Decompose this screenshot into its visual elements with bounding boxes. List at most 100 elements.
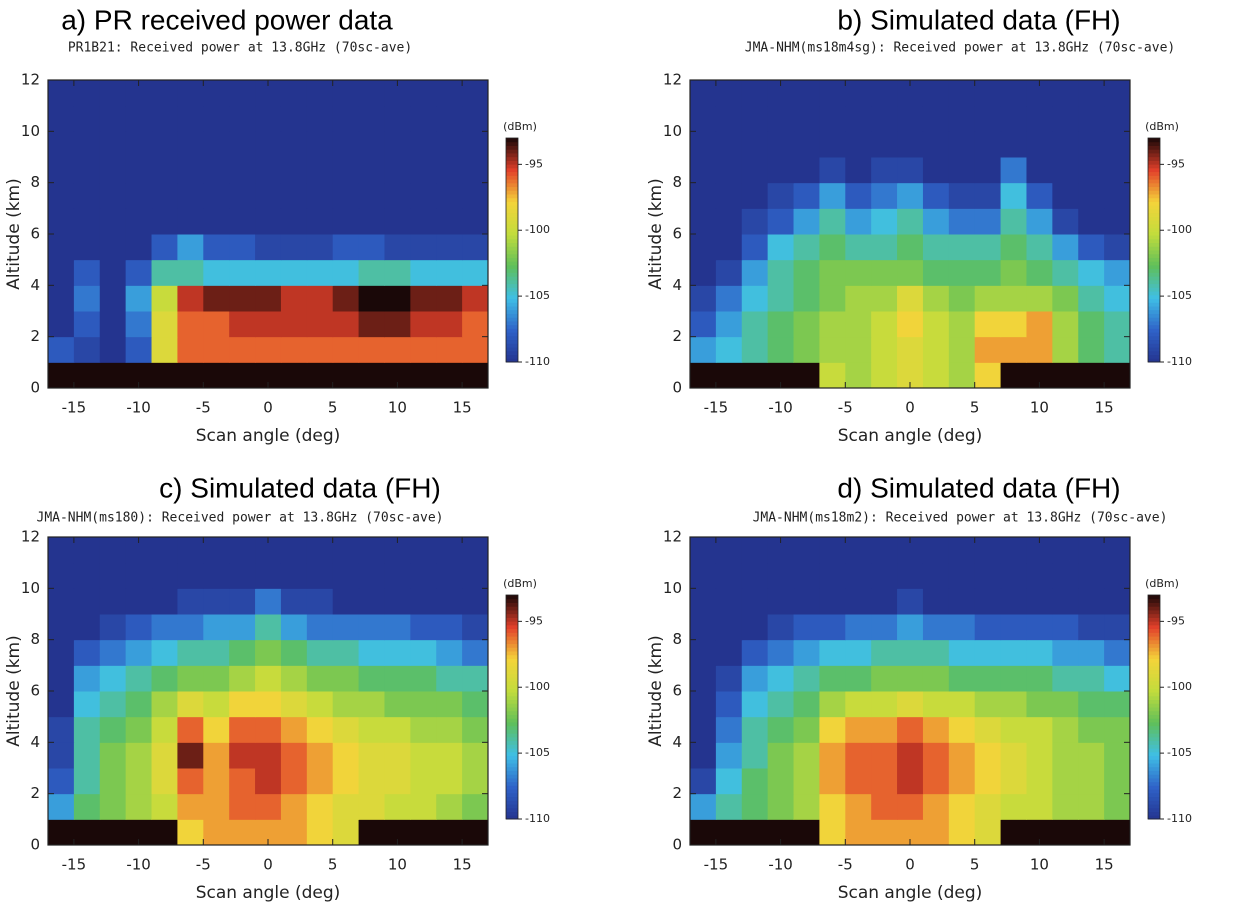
y-tick-label: 0 xyxy=(30,379,40,397)
colorbar-slice xyxy=(1148,264,1160,270)
heat-cell xyxy=(819,537,846,564)
heat-cell xyxy=(229,562,256,589)
heat-cell xyxy=(99,665,127,692)
heat-cell xyxy=(1078,665,1105,692)
heat-cell xyxy=(767,768,795,795)
heat-cell xyxy=(203,182,230,209)
heat-cell xyxy=(410,362,437,389)
heat-cell xyxy=(897,639,924,666)
heat-cell xyxy=(332,716,360,743)
heat-cell xyxy=(1104,665,1131,692)
heat-cell xyxy=(229,362,256,389)
y-axis-label: Altitude (km) xyxy=(646,635,666,747)
heat-cell xyxy=(715,259,743,286)
colorbar-slice xyxy=(1148,665,1160,671)
heat-cell xyxy=(715,819,743,846)
heat-cell xyxy=(48,234,75,261)
heat-cell xyxy=(436,588,463,615)
colorbar-frame xyxy=(505,594,519,820)
colorbar-slice xyxy=(1148,156,1160,161)
heat-cell xyxy=(1078,285,1105,312)
heat-cell xyxy=(1052,742,1079,769)
colorbar-slice xyxy=(1148,774,1160,779)
heat-cell xyxy=(871,639,898,666)
y-tick-label: 8 xyxy=(672,630,682,648)
colorbar-slice xyxy=(1148,227,1160,232)
y-tick-label: 12 xyxy=(663,528,682,546)
colorbar-slice xyxy=(1148,283,1160,288)
heat-cell xyxy=(1000,793,1027,820)
heat-cell xyxy=(690,562,717,589)
heat-cell xyxy=(358,691,385,718)
heat-cell xyxy=(715,793,743,820)
colorbar-slice xyxy=(1148,175,1160,180)
colorbar-slice xyxy=(1148,804,1160,809)
heat-cell xyxy=(1052,234,1079,261)
heat-cell xyxy=(741,665,769,692)
colorbar-slice xyxy=(1148,347,1160,352)
heat-cell xyxy=(819,259,846,286)
heat-cell xyxy=(767,614,795,641)
heat-cell xyxy=(384,793,411,820)
heat-cell xyxy=(177,285,204,312)
heat-cell xyxy=(229,614,256,641)
heat-cell xyxy=(1000,562,1027,589)
heat-cell xyxy=(332,362,360,389)
heat-cell xyxy=(948,105,976,132)
heat-cell xyxy=(255,665,282,692)
heat-cell xyxy=(1104,208,1131,235)
colorbar-slice xyxy=(1148,647,1160,652)
heat-cell xyxy=(177,588,204,615)
heat-cell xyxy=(151,819,178,846)
colorbar-slice xyxy=(506,335,518,341)
y-axis-label: Altitude (km) xyxy=(4,635,24,747)
y-tick-label: 6 xyxy=(30,225,40,243)
colorbar-frame xyxy=(505,137,519,363)
heat-cell xyxy=(332,208,360,235)
colorbar-slice xyxy=(506,707,518,712)
heat-cell xyxy=(715,716,743,743)
colorbar-slice xyxy=(506,781,518,786)
heat-cell xyxy=(1104,742,1131,769)
heat-cell xyxy=(151,716,178,743)
colorbar-slice xyxy=(1148,624,1160,630)
heat-cell xyxy=(410,80,437,107)
heat-cell xyxy=(229,665,256,692)
heat-cell xyxy=(462,742,489,769)
heat-cell xyxy=(255,208,282,235)
heat-cell xyxy=(384,665,411,692)
colorbar-slice xyxy=(506,602,518,607)
heat-cell xyxy=(332,588,360,615)
heat-cell xyxy=(410,665,437,692)
heat-cell xyxy=(436,819,463,846)
heat-cell xyxy=(690,105,717,132)
heat-cell xyxy=(151,537,178,564)
x-tick-label: 15 xyxy=(1095,399,1114,417)
heat-cell xyxy=(948,819,976,846)
heat-cell xyxy=(793,768,820,795)
colorbar-label: (dBm) xyxy=(503,120,537,133)
colorbar-tick-label: -100 xyxy=(525,680,550,693)
colorbar-slice xyxy=(1148,632,1160,637)
heat-cell xyxy=(255,614,282,641)
colorbar-tick-label: -110 xyxy=(1167,812,1192,825)
colorbar-slice xyxy=(506,320,518,326)
heat-cell xyxy=(229,691,256,718)
colorbar-slice xyxy=(506,662,518,667)
heat-cell xyxy=(280,234,308,261)
heat-cell xyxy=(384,131,411,158)
heat-cell xyxy=(48,819,75,846)
heat-cell xyxy=(125,234,153,261)
colorbar-slice xyxy=(1148,617,1160,622)
heat-cell xyxy=(897,768,924,795)
heat-cell xyxy=(462,614,489,641)
heat-cell xyxy=(845,793,872,820)
colorbar-slice xyxy=(1148,186,1160,191)
colorbar-slice xyxy=(506,332,518,337)
heat-cell xyxy=(436,768,463,795)
heat-cell xyxy=(1052,768,1079,795)
heat-cell xyxy=(1078,537,1105,564)
heat-cell xyxy=(462,336,489,363)
colorbar-slice xyxy=(1148,306,1160,311)
heat-cell xyxy=(332,336,360,363)
